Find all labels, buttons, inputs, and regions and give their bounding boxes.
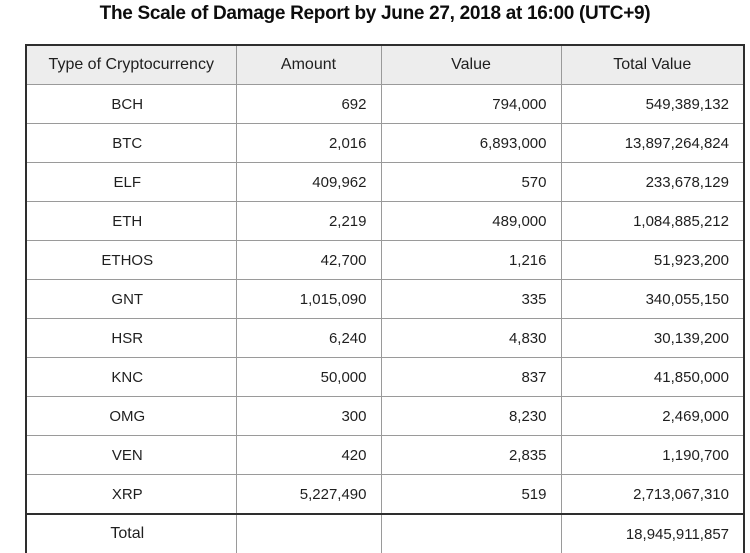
cell-type: HSR: [25, 318, 237, 358]
cell-amount: 300: [235, 396, 382, 436]
cell-type: KNC: [25, 357, 237, 397]
cell-amount: 50,000: [235, 357, 382, 397]
cell-total-value: 1,190,700: [560, 435, 745, 475]
cell-amount: 409,962: [235, 162, 382, 202]
page-title: The Scale of Damage Report by June 27, 2…: [99, 3, 651, 24]
column-header-value: Value: [380, 44, 562, 85]
cell-type: VEN: [25, 435, 237, 475]
cell-type: ELF: [25, 162, 237, 202]
cell-value: 837: [380, 357, 562, 397]
cell-value: 519: [380, 474, 562, 515]
cell-total-value: 549,389,132: [560, 84, 745, 124]
column-header-type: Type of Cryptocurrency: [25, 44, 237, 85]
cell-total-value: 2,469,000: [560, 396, 745, 436]
table-row: OMG 300 8,230 2,469,000: [25, 396, 745, 436]
total-amount: [235, 513, 382, 553]
cell-amount: 2,219: [235, 201, 382, 241]
total-total-value: 18,945,911,857: [560, 513, 745, 553]
table-row: BTC 2,016 6,893,000 13,897,264,824: [25, 123, 745, 163]
table-row: BCH 692 794,000 549,389,132: [25, 84, 745, 124]
cell-type: XRP: [25, 474, 237, 515]
table-row: ETH 2,219 489,000 1,084,885,212: [25, 201, 745, 241]
cell-total-value: 2,713,067,310: [560, 474, 745, 515]
cell-value: 8,230: [380, 396, 562, 436]
cell-type: BCH: [25, 84, 237, 124]
cell-value: 570: [380, 162, 562, 202]
table-row: VEN 420 2,835 1,190,700: [25, 435, 745, 475]
cell-amount: 42,700: [235, 240, 382, 280]
cell-amount: 6,240: [235, 318, 382, 358]
cell-value: 489,000: [380, 201, 562, 241]
cell-total-value: 340,055,150: [560, 279, 745, 319]
table-row: KNC 50,000 837 41,850,000: [25, 357, 745, 397]
table-row: HSR 6,240 4,830 30,139,200: [25, 318, 745, 358]
cell-total-value: 1,084,885,212: [560, 201, 745, 241]
cell-value: 6,893,000: [380, 123, 562, 163]
cell-value: 335: [380, 279, 562, 319]
total-value: [380, 513, 562, 553]
column-header-amount: Amount: [235, 44, 382, 85]
cell-amount: 1,015,090: [235, 279, 382, 319]
table-body: BCH 692 794,000 549,389,132 BTC 2,016 6,…: [25, 84, 745, 553]
cell-type: ETH: [25, 201, 237, 241]
cell-value: 1,216: [380, 240, 562, 280]
table-row: XRP 5,227,490 519 2,713,067,310: [25, 474, 745, 515]
cell-value: 794,000: [380, 84, 562, 124]
table-row: ELF 409,962 570 233,678,129: [25, 162, 745, 202]
total-row: Total 18,945,911,857: [25, 513, 745, 553]
cell-amount: 2,016: [235, 123, 382, 163]
cell-type: ETHOS: [25, 240, 237, 280]
cell-total-value: 233,678,129: [560, 162, 745, 202]
column-header-total-value: Total Value: [560, 44, 745, 85]
header-row: Type of Cryptocurrency Amount Value Tota…: [25, 44, 745, 85]
table-row: GNT 1,015,090 335 340,055,150: [25, 279, 745, 319]
cell-total-value: 51,923,200: [560, 240, 745, 280]
table-row: ETHOS 42,700 1,216 51,923,200: [25, 240, 745, 280]
cell-type: GNT: [25, 279, 237, 319]
cell-total-value: 30,139,200: [560, 318, 745, 358]
cell-value: 2,835: [380, 435, 562, 475]
cell-amount: 692: [235, 84, 382, 124]
total-label: Total: [25, 513, 237, 553]
cell-amount: 5,227,490: [235, 474, 382, 515]
cell-amount: 420: [235, 435, 382, 475]
cell-value: 4,830: [380, 318, 562, 358]
cell-type: BTC: [25, 123, 237, 163]
cell-total-value: 13,897,264,824: [560, 123, 745, 163]
cell-total-value: 41,850,000: [560, 357, 745, 397]
damage-report-table-container: Type of Cryptocurrency Amount Value Tota…: [25, 44, 745, 553]
cell-type: OMG: [25, 396, 237, 436]
table-header: Type of Cryptocurrency Amount Value Tota…: [25, 44, 745, 85]
damage-report-table: Type of Cryptocurrency Amount Value Tota…: [25, 44, 745, 553]
